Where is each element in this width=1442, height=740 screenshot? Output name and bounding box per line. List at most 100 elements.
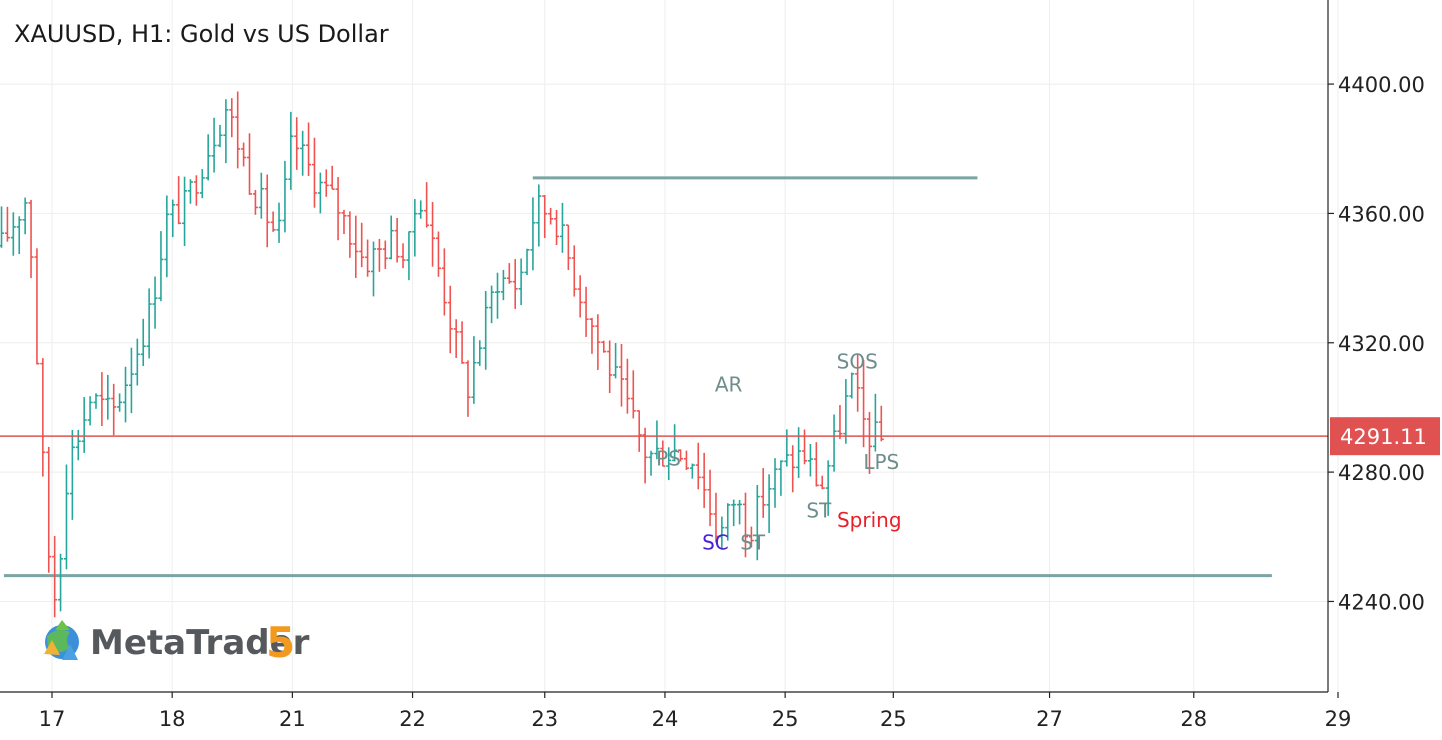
candle (559, 202, 565, 253)
candle (630, 370, 636, 419)
candle (164, 195, 170, 278)
candle (506, 263, 512, 284)
time-tick-label: 27 (1036, 707, 1063, 731)
time-tick-label: 23 (531, 707, 558, 731)
candle (111, 383, 117, 436)
candle (311, 137, 317, 208)
candle (347, 211, 353, 258)
candle (465, 360, 471, 417)
candle (778, 460, 784, 496)
candle (825, 460, 831, 516)
candle (241, 142, 247, 167)
candle (187, 179, 193, 204)
candle (229, 98, 235, 138)
candle (748, 526, 754, 548)
candle (518, 258, 524, 306)
price-tick-label: 4320.00 (1338, 332, 1425, 356)
candle (571, 245, 577, 297)
candle (754, 484, 760, 561)
annotation-sc: SC (702, 531, 729, 555)
candle (872, 393, 878, 452)
price-axis[interactable]: 4240.00 4280.00 4320.00 4360.00 4400.00 (1328, 73, 1425, 614)
price-tick-label: 4360.00 (1338, 202, 1425, 226)
time-tick-label: 29 (1325, 707, 1352, 731)
annotation-ps: PS (656, 447, 681, 471)
candle (75, 429, 81, 461)
candle (601, 340, 607, 353)
candle (790, 445, 796, 493)
candle (524, 248, 530, 276)
candle (63, 464, 69, 570)
candle (140, 318, 146, 367)
candle (170, 199, 176, 238)
candle (447, 285, 453, 354)
candle (477, 340, 483, 366)
candle (176, 176, 182, 225)
candle (418, 200, 424, 219)
time-tick-label: 24 (652, 707, 679, 731)
candle (701, 452, 707, 508)
candle (371, 241, 377, 297)
candle (282, 160, 288, 233)
candle (276, 202, 282, 243)
candle (22, 197, 28, 235)
candle (837, 405, 843, 440)
candle (624, 358, 630, 414)
candle (878, 405, 884, 442)
candle (376, 238, 382, 272)
candle (52, 536, 58, 618)
candle (329, 165, 335, 190)
candle (607, 340, 613, 394)
candle (678, 449, 684, 462)
logo-brand-text: MetaTrader (90, 623, 310, 663)
candle (93, 393, 99, 409)
candle (406, 230, 412, 281)
candle (81, 397, 87, 453)
candle (500, 269, 506, 301)
price-tick-label: 4280.00 (1338, 461, 1425, 485)
candle (365, 239, 371, 277)
candle (382, 240, 388, 269)
candle (341, 209, 347, 235)
candle (866, 411, 872, 474)
candle (205, 134, 211, 181)
candle (577, 275, 583, 318)
candle (441, 248, 447, 316)
candle (666, 447, 672, 481)
candle (288, 111, 294, 190)
candle (742, 492, 748, 558)
candle (99, 372, 105, 427)
candle (660, 440, 666, 467)
candle (536, 184, 542, 247)
time-tick-label: 22 (399, 707, 426, 731)
candle (731, 499, 737, 527)
candle (235, 91, 241, 169)
candle (796, 427, 802, 478)
time-axis[interactable]: 17 18 21 22 23 24 25 25 27 28 29 (39, 692, 1352, 731)
candle (69, 429, 75, 520)
candle (636, 410, 642, 452)
candle (146, 288, 152, 359)
candle (565, 224, 571, 270)
price-tick-label: 4240.00 (1338, 590, 1425, 614)
candle (831, 414, 837, 472)
candle (654, 420, 660, 460)
candle (583, 286, 589, 337)
candle (548, 207, 554, 225)
time-tick-label: 25 (880, 707, 907, 731)
price-tick-label: 4400.00 (1338, 73, 1425, 97)
candle (359, 222, 365, 268)
candle (595, 314, 601, 370)
candle (46, 446, 52, 573)
logo-version-text: 5 (266, 618, 295, 667)
candle (306, 122, 312, 176)
candle (388, 215, 394, 260)
current-price-label: 4291.11 (1330, 417, 1440, 456)
time-tick-label: 28 (1180, 707, 1207, 731)
metatrader-globe-icon (44, 620, 79, 660)
candle (695, 442, 701, 490)
candle (223, 99, 229, 164)
